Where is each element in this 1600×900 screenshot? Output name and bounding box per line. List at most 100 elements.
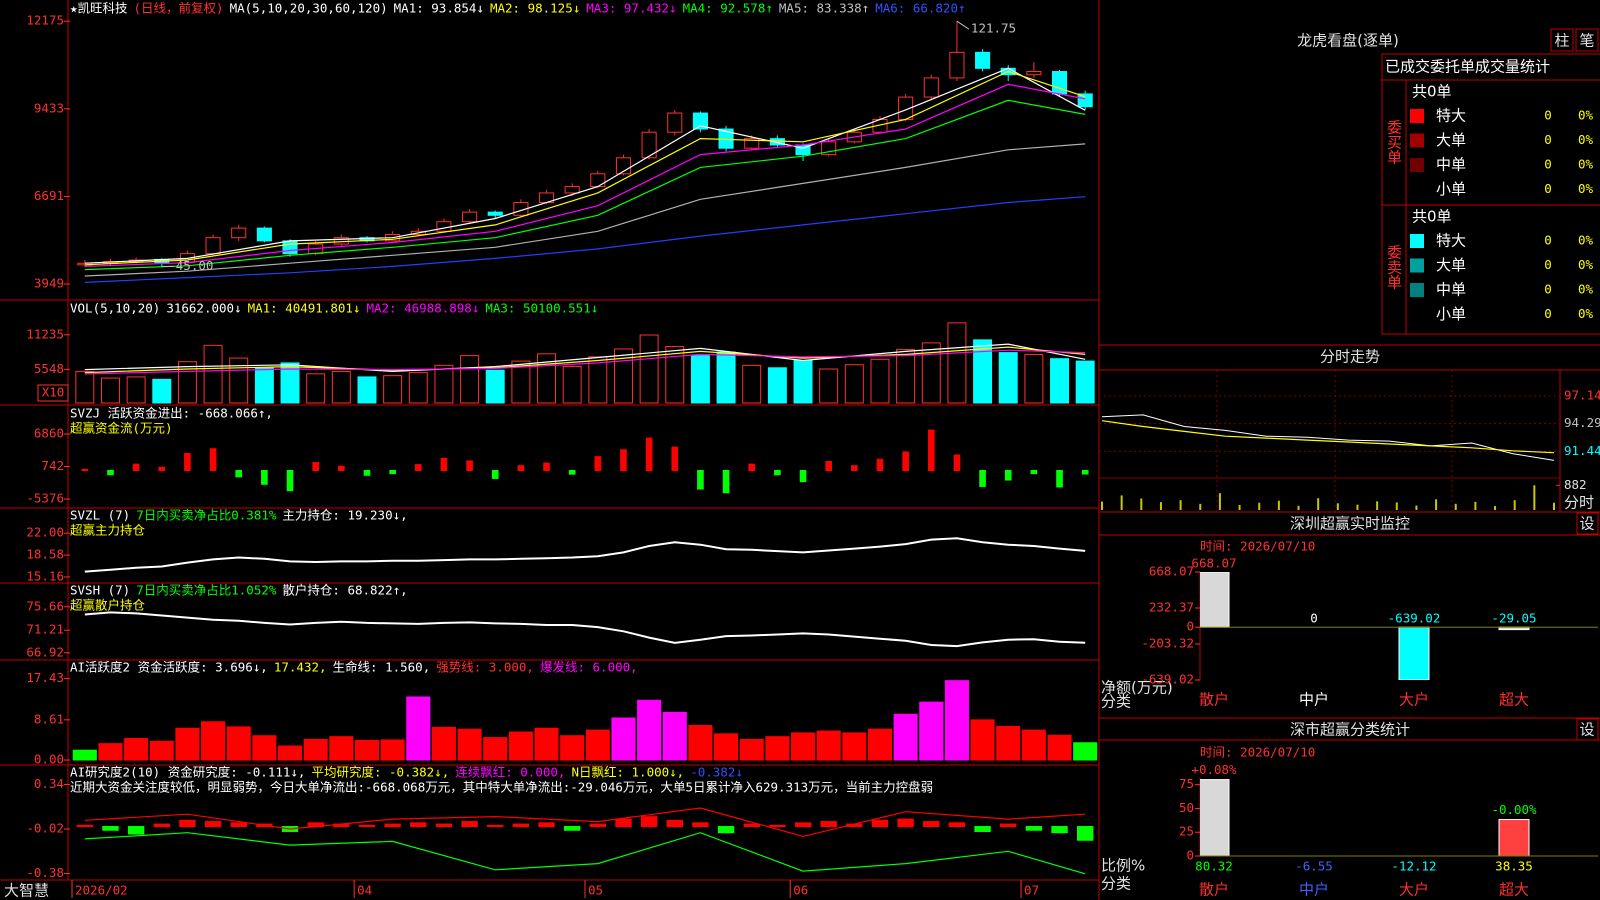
settings-button-label[interactable]: 设	[1579, 721, 1594, 739]
y-tick-label: -5376	[26, 491, 64, 506]
panel-header: MA3: 50100.551↓	[485, 301, 598, 316]
panel-header: (日线，前复权)	[134, 1, 224, 16]
unit-label: X10	[42, 385, 65, 400]
volume-bar	[1140, 498, 1143, 510]
bar	[871, 819, 889, 828]
bar	[414, 464, 422, 471]
bar	[1073, 742, 1098, 761]
bar	[338, 465, 345, 471]
value-line	[1101, 414, 1555, 461]
size-name: 特大	[1436, 107, 1466, 125]
panel-header: AI活跃度2 资金活跃度: 3.696↓,	[70, 660, 268, 675]
y-tick-label: 18.58	[26, 547, 64, 562]
bar	[688, 724, 713, 761]
category-label: 中户	[1299, 691, 1329, 709]
order-count: 0	[1544, 233, 1552, 248]
bar	[611, 717, 636, 761]
settings-button[interactable]	[1576, 512, 1599, 535]
order-count: 0	[1544, 257, 1552, 272]
y-tick-label: -0.02	[26, 821, 64, 836]
category-label: 散户	[1199, 881, 1229, 899]
panel-header: -0.382↓	[690, 765, 743, 780]
bar	[410, 822, 427, 828]
panel-header: SVSH (7)	[70, 583, 130, 598]
bar	[329, 736, 354, 761]
x-tick-label: 06	[793, 883, 808, 898]
bar	[585, 729, 610, 761]
bar	[562, 366, 582, 404]
bar	[440, 457, 448, 471]
tick-button-label[interactable]: 笔	[1579, 32, 1594, 50]
candle-body	[564, 186, 580, 194]
panel-header: VOL(5,10,20)	[70, 301, 160, 316]
bar	[1000, 823, 1017, 828]
panel-header: 超赢散户持仓	[70, 598, 146, 613]
panel-title: 分时走势	[1320, 348, 1380, 366]
bar	[389, 469, 396, 475]
category-label: 大户	[1399, 691, 1429, 709]
bar	[974, 826, 991, 832]
settings-button[interactable]	[1576, 718, 1599, 741]
bar	[406, 696, 431, 761]
column-button[interactable]	[1550, 28, 1574, 52]
candle-body	[436, 221, 452, 232]
bar	[254, 367, 274, 404]
bar	[640, 816, 658, 828]
bar	[722, 469, 730, 494]
bar	[902, 451, 909, 471]
bar	[620, 449, 627, 471]
bar	[594, 456, 602, 471]
candle-body	[231, 227, 247, 239]
panel-header: 近期大资金关注度较低，明显弱势，今日大单净流出:-668.068万元，其中特大单…	[70, 780, 933, 795]
bar	[794, 822, 812, 828]
volume-bar	[1199, 503, 1202, 510]
size-swatch	[1410, 283, 1424, 297]
panel-title: 深市超赢分类统计	[1290, 721, 1410, 739]
bar	[739, 738, 764, 761]
bar-value-label: -12.12	[1391, 859, 1436, 874]
settings-button-label[interactable]: 设	[1579, 515, 1594, 533]
total-orders: 共0单	[1412, 83, 1452, 101]
y-tick-label: 97.14	[1564, 388, 1600, 403]
order-pct: 0%	[1578, 257, 1594, 272]
panel-header: 散户持仓: 68.822↑,	[282, 583, 407, 598]
panel-header: MA6: 66.820↑	[875, 1, 965, 16]
y-tick-label: 232.37	[1149, 600, 1194, 615]
bar	[1021, 729, 1046, 761]
bar	[639, 334, 659, 404]
volume-bar	[1179, 500, 1182, 510]
y-tick-label: 94.29	[1564, 415, 1600, 430]
bar	[431, 726, 456, 761]
bar	[512, 823, 530, 828]
tick-button[interactable]	[1575, 28, 1599, 52]
bar	[1056, 469, 1063, 488]
candle-body	[744, 138, 760, 149]
y-tick-label: 50	[1179, 800, 1194, 815]
bar	[491, 469, 499, 479]
bar	[589, 823, 607, 828]
bar	[98, 743, 123, 761]
bar	[615, 818, 632, 828]
bar-value-label: 38.35	[1495, 859, 1533, 874]
candle-body	[487, 211, 503, 216]
unit-box	[37, 384, 69, 402]
order-pct: 0%	[1578, 306, 1594, 321]
annotation: 121.75	[971, 21, 1016, 36]
bar	[842, 732, 867, 761]
volume-bar	[1474, 501, 1477, 510]
bar	[820, 821, 837, 828]
y-tick-label: -203.32	[1141, 635, 1194, 650]
bar	[175, 727, 200, 761]
volume-bar	[1415, 505, 1418, 510]
y-axis-label: 净额(万元)	[1101, 679, 1173, 697]
bar	[538, 822, 555, 828]
category-label: 散户	[1199, 691, 1229, 709]
bar	[81, 468, 89, 471]
column-button-label[interactable]: 柱	[1554, 32, 1569, 50]
order-count: 0	[1544, 306, 1552, 321]
candle-body	[462, 211, 478, 223]
bar	[354, 739, 380, 761]
panel-header: MA4: 92.578↑	[683, 1, 773, 16]
bar	[384, 823, 401, 828]
